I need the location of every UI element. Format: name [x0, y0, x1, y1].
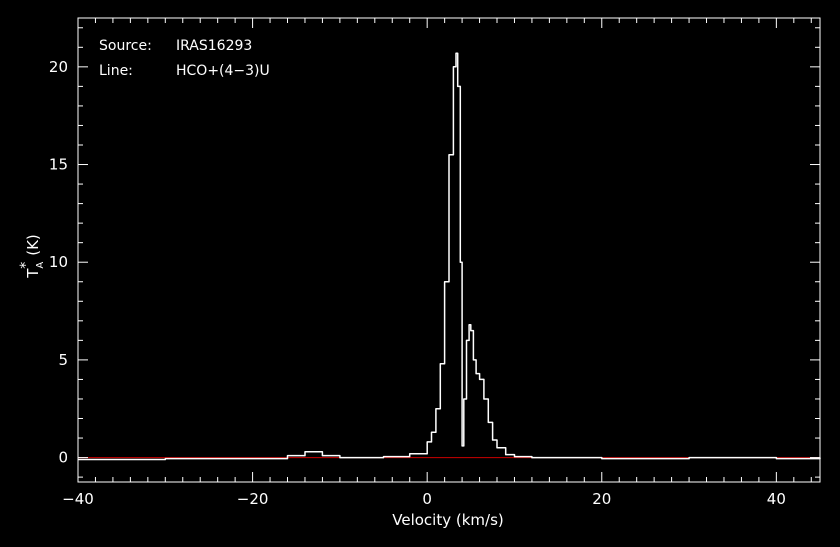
y-axis-title-sub: A: [35, 262, 46, 269]
y-axis-title-main: T: [24, 268, 42, 279]
y-axis-title-unit: (K): [24, 234, 42, 256]
spectrum-line: [78, 52, 821, 461]
plot-layer: [78, 52, 821, 461]
y-axis-title: TA* (K): [18, 234, 46, 279]
x-tick-label: 20: [592, 490, 611, 508]
x-axis-title: Velocity (km/s): [392, 511, 503, 529]
plot-frame: [77, 17, 821, 483]
y-tick-label: 5: [58, 351, 68, 369]
line-label: Line:: [99, 63, 133, 79]
axes-layer: −40 −20 0 20 40 0 5 10 15 20: [49, 18, 820, 508]
source-value: IRAS16293: [176, 38, 252, 54]
svg-text:TA*(K): TA* (K): [18, 234, 46, 279]
y-tick-label: 15: [49, 156, 68, 174]
y-axis-title-sup: *: [18, 262, 34, 269]
line-value: HCO+(4−3)U: [176, 63, 270, 79]
source-label: Source:: [99, 38, 152, 54]
y-tick-label: 20: [49, 58, 68, 76]
x-tick-label: 0: [422, 490, 432, 508]
y-tick-label: 0: [58, 449, 68, 467]
y-tick-label: 10: [49, 253, 68, 271]
x-tick-label: 40: [767, 490, 786, 508]
x-tick-label: −40: [62, 490, 94, 508]
x-tick-label: −20: [237, 490, 269, 508]
